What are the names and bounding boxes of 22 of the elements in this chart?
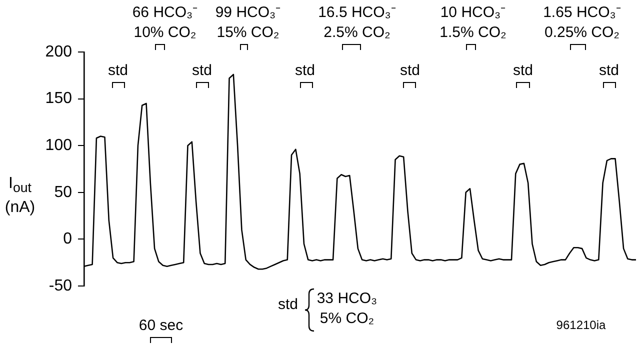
text: 10 HCO₃⁻ 1.5% CO₂ bbox=[438, 3, 508, 43]
text: 16.5 HCO₃⁻ 2.5% CO₂ bbox=[317, 3, 397, 43]
y-tick-label: 200 bbox=[45, 43, 72, 60]
text: std bbox=[278, 296, 298, 313]
annotation: std bbox=[190, 61, 213, 81]
text: 66 HCO₃⁻ 10% CO₂ bbox=[131, 3, 199, 43]
y-tick-label: 100 bbox=[45, 137, 72, 154]
text: 33 HCO₃ 5% CO₂ bbox=[316, 289, 378, 329]
y-tick-label: -50 bbox=[48, 277, 72, 294]
annotation: std bbox=[398, 61, 421, 81]
y-tick-label: 50 bbox=[54, 184, 72, 201]
annotation: std bbox=[512, 61, 534, 81]
annotation: std bbox=[598, 61, 620, 81]
text: 961210ia bbox=[555, 317, 607, 334]
text: 60 sec bbox=[138, 316, 184, 336]
annotation: std bbox=[106, 61, 129, 81]
y-tick-label: 150 bbox=[45, 90, 72, 108]
y-axis-title: I$_{out}$ (nA) bbox=[4, 174, 36, 218]
y-tick-label: 0 bbox=[63, 230, 72, 248]
annotation: std bbox=[294, 61, 316, 81]
text: 1.65 HCO₃⁻ 0.25% CO₂ bbox=[542, 3, 622, 43]
text: 99 HCO₃⁻ 15% CO₂ bbox=[214, 3, 282, 43]
